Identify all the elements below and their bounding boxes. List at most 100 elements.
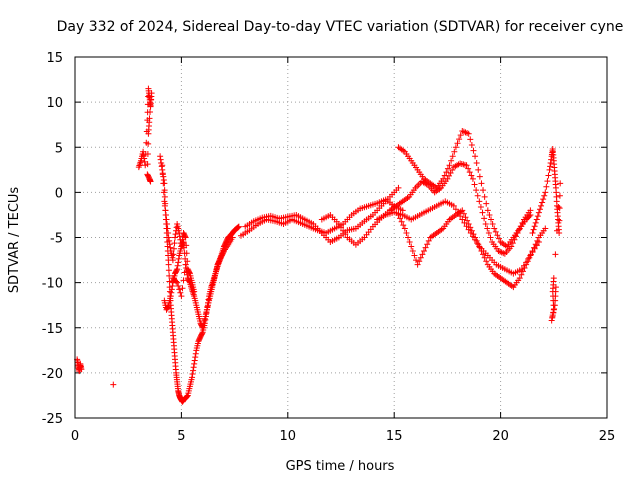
data-point: [395, 211, 402, 218]
data-point: [557, 180, 564, 187]
data-point: [177, 289, 184, 296]
data-point: [157, 153, 164, 160]
data-point: [540, 196, 547, 203]
data-point: [165, 261, 172, 268]
data-point: [403, 229, 410, 236]
data-point: [473, 160, 480, 167]
data-point: [494, 232, 501, 239]
data-point: [110, 381, 117, 388]
data-point: [191, 357, 198, 364]
data-point: [532, 219, 539, 226]
data-point: [168, 286, 175, 293]
data-point: [148, 90, 155, 97]
data-point: [398, 218, 405, 225]
data-point: [338, 224, 344, 231]
data-point: [160, 189, 167, 196]
data-point: [551, 306, 558, 313]
data-point: [454, 140, 461, 147]
data-point: [173, 278, 180, 285]
data-point: [449, 153, 456, 160]
data-point: [529, 248, 536, 255]
data-point: [174, 262, 181, 269]
data-point: [420, 248, 427, 255]
data-point: [552, 284, 559, 291]
x-tick-label: 5: [177, 429, 185, 444]
data-point: [462, 129, 469, 136]
data-point: [480, 251, 487, 258]
data-point: [148, 96, 155, 103]
data-point: [484, 207, 491, 214]
data-point: [483, 258, 490, 265]
data-point: [459, 216, 466, 223]
data-point: [533, 216, 540, 223]
data-point: [199, 323, 206, 330]
data-point: [163, 216, 170, 223]
data-point: [397, 215, 404, 222]
data-point: [548, 317, 555, 324]
x-tick-label: 0: [71, 429, 79, 444]
data-point: [477, 204, 484, 211]
data-point: [165, 229, 172, 236]
data-point: [479, 209, 486, 216]
data-point: [166, 241, 173, 248]
data-point: [450, 202, 457, 209]
data-point: [521, 264, 528, 271]
y-tick-label: -10: [42, 277, 63, 292]
data-point: [556, 217, 563, 224]
data-point: [542, 225, 549, 232]
data-point: [444, 165, 451, 172]
data-point: [405, 234, 412, 241]
data-point: [395, 184, 402, 191]
data-point: [470, 231, 477, 238]
data-point: [531, 223, 538, 230]
data-point: [483, 200, 490, 207]
data-point: [555, 204, 562, 211]
data-point: [425, 237, 432, 244]
data-point: [452, 144, 459, 151]
data-point: [166, 278, 173, 285]
data-point: [411, 252, 418, 259]
data-point: [335, 220, 342, 227]
data-point: [180, 277, 187, 284]
data-point: [526, 254, 533, 261]
data-point: [408, 243, 415, 250]
data-point: [546, 166, 553, 173]
plot-frame: [74, 56, 608, 419]
data-point: [556, 192, 563, 199]
data-point: [179, 236, 186, 243]
data-point: [158, 163, 165, 170]
y-tick-label: 5: [55, 141, 63, 156]
data-point: [465, 165, 472, 172]
data-point: [457, 132, 464, 139]
y-tick-label: -20: [42, 367, 63, 382]
data-point: [172, 231, 179, 238]
data-point: [144, 161, 151, 168]
data-point: [190, 367, 197, 374]
data-point: [167, 293, 174, 300]
data-point: [475, 241, 482, 248]
data-point: [543, 183, 550, 190]
data-point: [481, 215, 488, 222]
data-point: [178, 293, 185, 300]
data-point: [489, 220, 496, 227]
data-point: [552, 251, 559, 258]
data-point: [449, 167, 456, 174]
data-point: [530, 226, 537, 233]
data-point: [549, 313, 556, 320]
data-point: [472, 234, 479, 241]
data-point: [183, 242, 190, 249]
data-point: [170, 251, 177, 258]
data-point: [541, 192, 548, 199]
data-point: [159, 171, 166, 178]
data-point: [424, 241, 431, 248]
data-point: [508, 243, 515, 250]
data-point: [519, 219, 526, 226]
data-point: [527, 251, 534, 258]
data-point: [519, 268, 526, 275]
data-points: [74, 85, 564, 405]
data-point: [542, 189, 549, 196]
data-point: [481, 193, 488, 200]
data-point: [171, 240, 178, 247]
data-point: [470, 147, 477, 154]
